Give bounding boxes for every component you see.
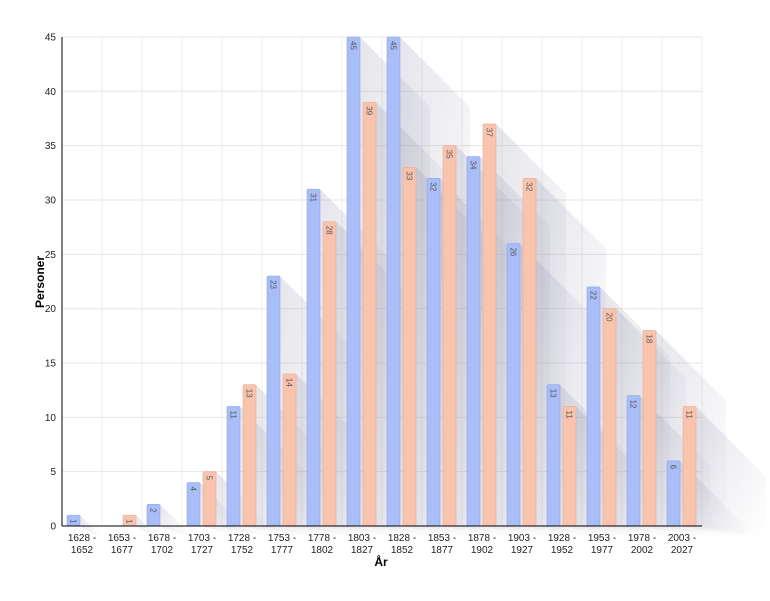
- bar-value-label: 45: [389, 41, 398, 50]
- bar-value-label: 13: [549, 389, 558, 398]
- bar: [346, 36, 361, 527]
- bar-value-label: 11: [685, 410, 694, 419]
- bar: [626, 395, 641, 527]
- bar-value-label: 5: [205, 476, 214, 481]
- bar-shadow: [136, 515, 156, 538]
- bar-value-label: 1: [125, 519, 134, 524]
- bar-value-label: 32: [429, 182, 438, 191]
- bar-value-label: 22: [589, 291, 598, 300]
- bar-value-label: 13: [245, 389, 254, 398]
- bar-value-label: 37: [485, 128, 494, 137]
- bar-value-label: 33: [405, 171, 414, 180]
- x-tick-label: 1803 -1827: [348, 533, 376, 556]
- bar: [402, 167, 417, 527]
- bar-value-label: 34: [469, 161, 478, 170]
- bar-shadow: [80, 515, 100, 538]
- bar-shadow: [696, 406, 766, 538]
- bar: [226, 406, 241, 527]
- bar: [306, 188, 321, 527]
- x-tick-label: 1653 -1677: [108, 533, 136, 556]
- bar-value-label: 6: [669, 465, 678, 470]
- bar: [242, 384, 257, 527]
- bar: [666, 460, 681, 527]
- bar-value-label: 1: [69, 519, 78, 524]
- bar-value-label: 23: [269, 280, 278, 289]
- y-tick-label: 25: [45, 250, 57, 261]
- bar: [362, 101, 377, 527]
- bar-value-label: 28: [325, 226, 334, 235]
- bar-shadow: [160, 504, 190, 538]
- bar-value-label: 39: [365, 106, 374, 115]
- bar-value-label: 2: [149, 508, 158, 513]
- y-tick-label: 30: [45, 196, 57, 207]
- y-tick-label: 45: [45, 33, 57, 44]
- bar: [586, 286, 601, 527]
- bar: [442, 145, 457, 527]
- y-tick-label: 40: [45, 87, 57, 98]
- bar: [282, 373, 297, 527]
- bar-value-label: 35: [445, 150, 454, 159]
- x-tick-label: 1853 -1877: [428, 533, 456, 556]
- x-tick-label: 1703 -1727: [188, 533, 216, 556]
- y-tick-label: 15: [45, 359, 57, 370]
- bar: [426, 177, 441, 527]
- bar: [386, 36, 401, 527]
- bar-value-label: 14: [285, 378, 294, 387]
- bar-value-label: 26: [509, 247, 518, 256]
- bar: [522, 177, 537, 527]
- bar: [266, 275, 281, 527]
- x-tick-label: 1953 -1977: [588, 533, 616, 556]
- bar-value-label: 11: [565, 410, 574, 419]
- bar: [466, 156, 481, 527]
- bar-value-label: 31: [309, 193, 318, 202]
- x-tick-label: 1728 -1752: [228, 533, 256, 556]
- x-tick-label: 1753 -1777: [268, 533, 296, 556]
- bar: [546, 384, 561, 527]
- bar-value-label: 20: [605, 313, 614, 322]
- bar: [506, 243, 521, 527]
- bar-value-label: 18: [645, 334, 654, 343]
- x-tick-label: 2003 -2027: [668, 533, 696, 556]
- bar: [602, 308, 617, 527]
- y-tick-label: 0: [50, 522, 56, 533]
- x-axis-title: År: [374, 554, 388, 569]
- bar: [642, 330, 657, 527]
- x-tick-label: 1903 -1927: [508, 533, 536, 556]
- bar-shadows: [80, 37, 766, 539]
- x-tick-label: 1628 -1652: [68, 533, 96, 556]
- y-tick-label: 20: [45, 304, 57, 315]
- bar-value-label: 11: [229, 410, 238, 419]
- y-tick-label: 10: [45, 413, 57, 424]
- x-tick-label: 1878 -1902: [468, 533, 496, 556]
- x-tick-label: 1928 -1952: [548, 533, 576, 556]
- x-tick-label: 1678 -1702: [148, 533, 176, 556]
- bar: [322, 221, 337, 527]
- x-tick-label: 1828 -1852: [388, 533, 416, 556]
- bar-value-label: 12: [629, 400, 638, 409]
- bar-value-label: 45: [349, 41, 358, 50]
- y-tick-label: 35: [45, 141, 57, 152]
- bar-value-label: 32: [525, 182, 534, 191]
- y-tick-label: 5: [50, 467, 56, 478]
- bar: [682, 406, 697, 527]
- x-tick-label: 1778 -1802: [308, 533, 336, 556]
- bar: [562, 406, 577, 527]
- y-axis-title: Personer: [33, 256, 47, 308]
- x-tick-label: 1978 -2002: [628, 533, 656, 556]
- bar: [482, 123, 497, 527]
- bar-value-label: 4: [189, 487, 198, 492]
